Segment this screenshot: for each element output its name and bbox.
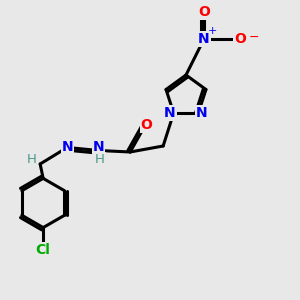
Text: N: N [196,106,208,120]
Text: O: O [234,32,246,46]
Text: O: O [198,5,210,19]
Text: O: O [141,118,153,132]
Text: H: H [95,153,105,166]
Text: N: N [198,32,210,46]
Text: N: N [61,140,73,154]
Text: +: + [208,26,217,37]
Text: −: − [249,31,260,44]
Text: H: H [27,153,37,166]
Text: N: N [164,106,176,120]
Text: N: N [93,140,104,154]
Text: Cl: Cl [36,243,51,257]
